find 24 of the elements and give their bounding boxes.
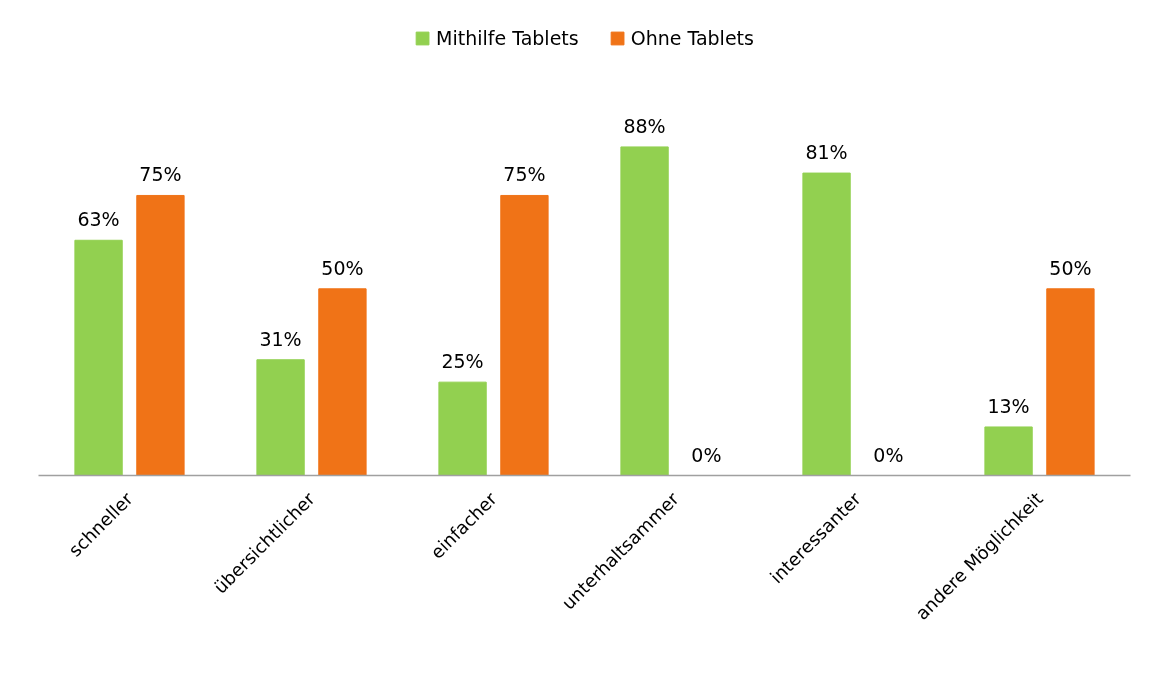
data-label: 0% (691, 443, 722, 466)
legend-label: Mithilfe Tablets (436, 27, 579, 49)
bar (1046, 288, 1095, 476)
bar (438, 381, 487, 476)
bar (318, 288, 367, 476)
bar (984, 426, 1033, 476)
data-label: 63% (77, 208, 120, 231)
data-label: 88% (623, 114, 666, 137)
bar (256, 359, 305, 476)
bar (620, 146, 669, 476)
data-label: 31% (259, 327, 302, 350)
data-label: 75% (139, 163, 182, 186)
bar (74, 239, 123, 476)
data-label: 50% (1049, 256, 1092, 279)
data-label: 0% (873, 443, 904, 466)
data-label: 50% (321, 256, 364, 279)
bar (136, 194, 185, 476)
bar (500, 194, 549, 476)
data-label: 25% (441, 350, 484, 373)
data-label: 75% (503, 163, 546, 186)
bar (802, 172, 851, 476)
data-label: 13% (987, 394, 1030, 417)
legend-label: Ohne Tablets (630, 27, 754, 49)
data-label: 81% (805, 141, 848, 164)
